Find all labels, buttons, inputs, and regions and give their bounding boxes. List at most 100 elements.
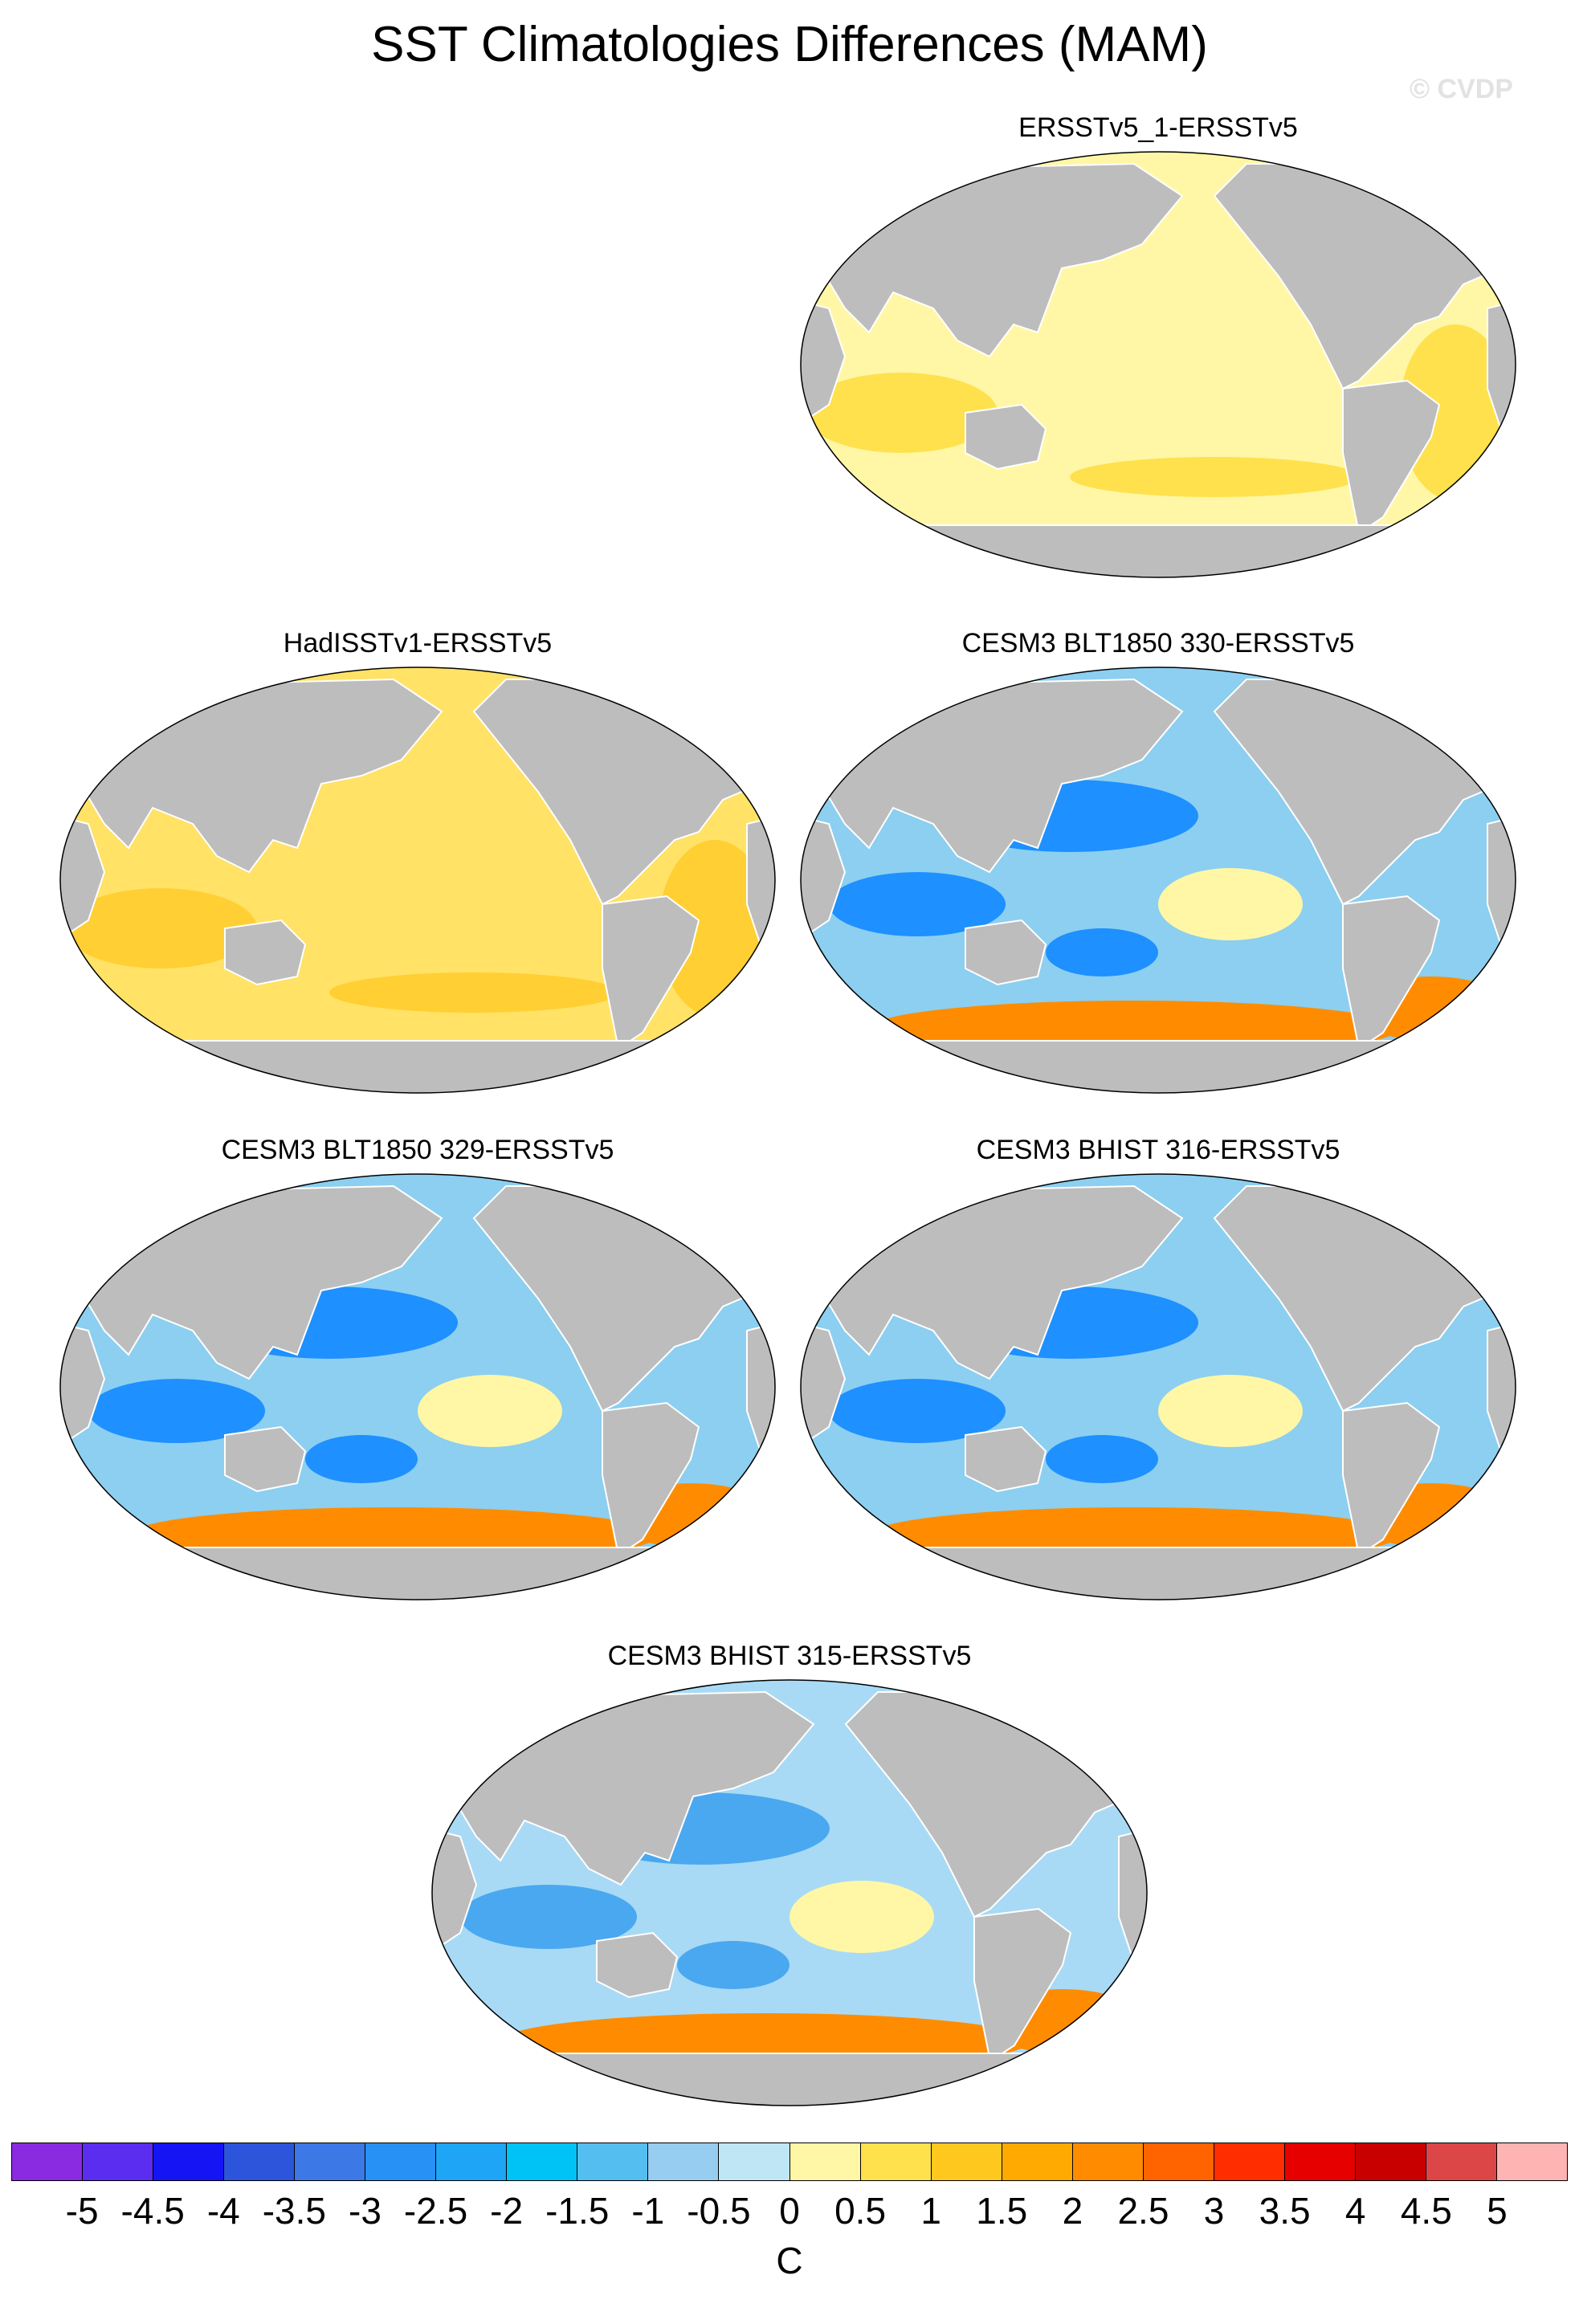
map-border — [431, 1679, 1148, 2106]
colorbar-tick-label: 3.5 — [1259, 2190, 1311, 2232]
panel-title-6: CESM3 BHIST 315-ERSSTv5 — [607, 1641, 972, 1671]
colorbar-box — [719, 2143, 790, 2180]
land — [432, 1827, 478, 1950]
colorbar-box — [790, 2143, 861, 2180]
warm-anomaly — [64, 888, 257, 968]
panel-title-1: ERSSTv5_1-ERSSTv5 — [1018, 112, 1298, 143]
warm-anomaly — [805, 373, 998, 453]
watermark: © CVDP — [1410, 74, 1513, 104]
land — [965, 919, 1047, 986]
cool-anomaly — [829, 872, 1006, 936]
land — [60, 1321, 106, 1444]
cool-anomaly — [1046, 1435, 1158, 1483]
colorbar-tick-label: -5 — [65, 2190, 99, 2232]
colorbar-tick-label: 4 — [1344, 2190, 1366, 2232]
land — [965, 403, 1047, 471]
colorbar-tick-labels: -5 -4.5 -4 -3.5 -3 -2.5 -2 -1.5 -1 -0.5 0 0.5 1 1.5 2 2… — [11, 2189, 1568, 2237]
map-border — [800, 667, 1516, 1094]
colorbar-box — [153, 2143, 225, 2180]
colorbar-tick-label: -4 — [206, 2190, 240, 2232]
warm-anomaly — [1158, 868, 1303, 940]
land — [1342, 895, 1441, 1050]
warm-anomaly — [790, 1881, 934, 1953]
cool-anomaly — [88, 1379, 265, 1443]
colorbar-box — [1002, 2143, 1073, 2180]
map-panel-1 — [800, 151, 1516, 578]
colorbar-box — [1426, 2143, 1497, 2180]
land — [1342, 379, 1441, 535]
land — [432, 2053, 1147, 2106]
colorbar-tick-label: -4.5 — [120, 2190, 185, 2232]
warm-anomaly — [329, 972, 618, 1013]
land — [602, 895, 700, 1050]
colorbar-tick-label: -0.5 — [687, 2190, 751, 2232]
colorbar-tick-label: -2.5 — [403, 2190, 468, 2232]
colorbar-tick-label: 2 — [1062, 2190, 1083, 2232]
colorbar-tick-label: 5 — [1487, 2190, 1508, 2232]
colorbar-box — [224, 2143, 296, 2180]
warm-anomaly — [418, 1375, 562, 1447]
colorbar-tick-label: 3 — [1203, 2190, 1225, 2232]
land — [224, 1425, 307, 1493]
colorbar-box — [436, 2143, 508, 2180]
cool-anomaly — [305, 1435, 418, 1483]
map-panel-2 — [59, 667, 776, 1094]
land — [224, 919, 307, 986]
colorbar-tick-label: 0 — [779, 2190, 800, 2232]
colorbar-units: C — [776, 2240, 803, 2281]
colorbar-tick-label: -1 — [631, 2190, 665, 2232]
colorbar-tick-label: -3 — [349, 2190, 381, 2232]
cool-anomaly — [1046, 928, 1158, 976]
panel-title-5: CESM3 BHIST 316-ERSSTv5 — [976, 1135, 1340, 1165]
land — [973, 1907, 1072, 2063]
colorbar-box — [365, 2143, 437, 2180]
map-panel-5 — [800, 1173, 1516, 1600]
panel-title-2: HadISSTv1-ERSSTv5 — [283, 628, 553, 658]
panel-title-3: CESM3 BLT1850 330-ERSSTv5 — [961, 628, 1355, 658]
colorbar-box — [83, 2143, 154, 2180]
land — [60, 1040, 775, 1093]
colorbar — [11, 2143, 1568, 2181]
map-panel-4 — [59, 1173, 776, 1600]
colorbar-box — [1355, 2143, 1426, 2180]
colorbar-box — [1072, 2143, 1144, 2180]
colorbar-box — [1284, 2143, 1356, 2180]
land — [596, 1931, 679, 1999]
colorbar-box — [648, 2143, 720, 2180]
land — [60, 814, 106, 937]
colorbar-tick-label: 4.5 — [1400, 2190, 1452, 2232]
map-border — [59, 667, 776, 1094]
land — [60, 1547, 775, 1600]
panel-title-4: CESM3 BLT1850 329-ERSSTv5 — [221, 1135, 614, 1165]
land — [801, 1321, 847, 1444]
cool-anomaly — [829, 1379, 1006, 1443]
colorbar-tick-label: 1.5 — [976, 2190, 1028, 2232]
land — [602, 1401, 700, 1557]
map-panel-3 — [800, 667, 1516, 1094]
colorbar-tick-label: -2 — [490, 2190, 524, 2232]
colorbar-box — [1496, 2143, 1568, 2180]
map-panel-6 — [431, 1679, 1148, 2106]
colorbar-box — [507, 2143, 578, 2180]
colorbar-box — [860, 2143, 932, 2180]
cool-anomaly — [460, 1885, 637, 1949]
land — [801, 524, 1516, 577]
cool-anomaly — [677, 1941, 790, 1989]
colorbar-box — [577, 2143, 649, 2180]
colorbar-tick-label: 2.5 — [1117, 2190, 1169, 2232]
warm-anomaly — [1158, 1375, 1303, 1447]
map-border — [800, 1173, 1516, 1600]
colorbar-box — [1214, 2143, 1285, 2180]
land — [1342, 1401, 1441, 1557]
colorbar-box — [1143, 2143, 1214, 2180]
colorbar-box — [931, 2143, 1002, 2180]
warm-anomaly — [1070, 457, 1359, 497]
colorbar-tick-label: -1.5 — [545, 2190, 610, 2232]
land — [965, 1425, 1047, 1493]
land — [801, 299, 847, 422]
figure-title: SST Climatologies Differences (MAM) — [371, 17, 1208, 72]
colorbar-tick-label: -3.5 — [262, 2190, 326, 2232]
map-border — [800, 151, 1516, 578]
colorbar-box — [295, 2143, 366, 2180]
map-border — [59, 1173, 776, 1600]
